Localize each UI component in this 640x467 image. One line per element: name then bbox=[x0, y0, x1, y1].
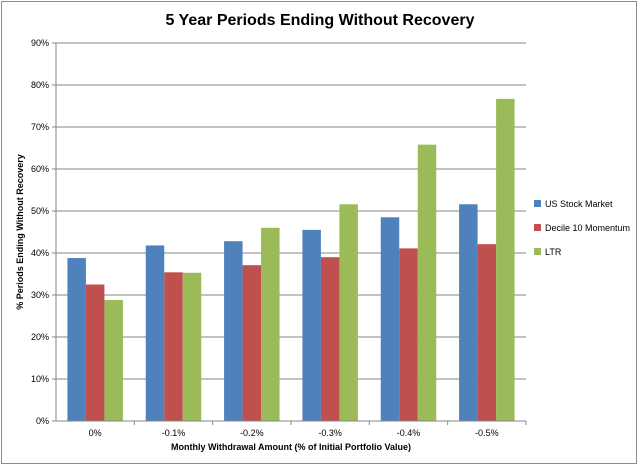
legend-swatch bbox=[534, 224, 541, 231]
y-tick-label: 70% bbox=[31, 122, 49, 132]
bar-decile-10-momentum bbox=[477, 244, 497, 421]
bar-us-stock-market bbox=[67, 258, 86, 421]
legend-swatch bbox=[534, 248, 541, 255]
bar-decile-10-momentum bbox=[399, 248, 418, 421]
bar-us-stock-market bbox=[459, 204, 478, 421]
x-axis-title: Monthly Withdrawal Amount (% of Initial … bbox=[171, 442, 411, 452]
bar-us-stock-market bbox=[380, 217, 400, 421]
x-tick-label: -0.5% bbox=[475, 428, 499, 438]
y-tick-label: 30% bbox=[31, 290, 49, 300]
legend-label: US Stock Market bbox=[545, 199, 613, 209]
x-tick-label: -0.1% bbox=[162, 428, 186, 438]
bar-us-stock-market bbox=[302, 229, 321, 421]
x-tick-label: -0.2% bbox=[240, 428, 264, 438]
bar-decile-10-momentum bbox=[85, 284, 105, 421]
bars bbox=[67, 98, 515, 422]
bar-ltr bbox=[417, 144, 437, 421]
y-tick-label: 20% bbox=[31, 332, 49, 342]
y-tick-label: 80% bbox=[31, 80, 49, 90]
bar-us-stock-market bbox=[224, 241, 243, 421]
legend-label: Decile 10 Momentum bbox=[545, 223, 630, 233]
x-tick-label: 0% bbox=[89, 428, 102, 438]
gridlines bbox=[56, 42, 526, 380]
bar-decile-10-momentum bbox=[320, 257, 340, 421]
legend: US Stock Market Decile 10 Momentum LTR bbox=[534, 199, 630, 257]
y-tick-label: 40% bbox=[31, 248, 49, 258]
bar-ltr bbox=[496, 98, 515, 422]
bar-ltr bbox=[104, 300, 123, 421]
y-tick-label: 60% bbox=[31, 164, 49, 174]
bar-decile-10-momentum bbox=[164, 272, 183, 421]
y-axis-title: % Periods Ending Without Recovery bbox=[15, 154, 25, 309]
x-tick-label: -0.4% bbox=[397, 428, 421, 438]
bar-ltr bbox=[339, 204, 358, 421]
bar-us-stock-market bbox=[145, 245, 165, 421]
y-tick-label: 0% bbox=[36, 416, 49, 426]
x-axis-ticks: 0% -0.1% -0.2% -0.3% -0.4% -0.5% bbox=[89, 421, 527, 438]
bar-ltr bbox=[261, 227, 280, 421]
y-axis-ticks: 0% 10% 20% 30% 40% 50% 60% 70% 80% 90% bbox=[31, 38, 56, 426]
x-tick-label: -0.3% bbox=[318, 428, 342, 438]
chart-title: 5 Year Periods Ending Without Recovery bbox=[166, 12, 475, 29]
bar-decile-10-momentum bbox=[242, 265, 262, 421]
legend-swatch bbox=[534, 200, 541, 207]
y-tick-label: 90% bbox=[31, 38, 49, 48]
y-tick-label: 10% bbox=[31, 374, 49, 384]
bar-ltr bbox=[182, 272, 202, 421]
y-tick-label: 50% bbox=[31, 206, 49, 216]
legend-label: LTR bbox=[545, 247, 562, 257]
